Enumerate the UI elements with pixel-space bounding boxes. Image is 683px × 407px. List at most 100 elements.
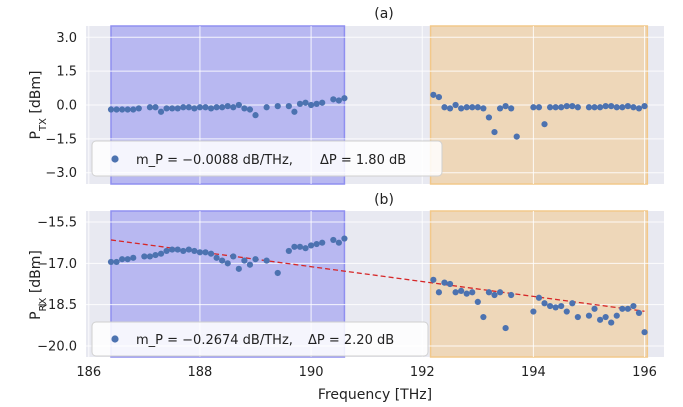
data-point xyxy=(235,265,242,272)
data-point xyxy=(152,104,159,111)
data-point xyxy=(330,236,337,244)
data-point xyxy=(480,313,487,321)
panel-a-title: (a) xyxy=(374,6,394,22)
data-point xyxy=(341,95,348,102)
data-point xyxy=(119,106,126,113)
data-point xyxy=(491,291,498,299)
x-axis-label: Frequency [THz] xyxy=(318,387,432,403)
data-point xyxy=(508,105,515,112)
y-tick-label: 3.0 xyxy=(56,31,77,46)
data-point xyxy=(591,104,598,111)
panel-a-series xyxy=(107,91,648,140)
data-point xyxy=(624,305,631,312)
data-point xyxy=(541,300,548,307)
data-point xyxy=(446,105,454,112)
x-tick-label: 192 xyxy=(410,365,435,380)
data-point xyxy=(458,105,465,112)
data-point xyxy=(530,308,537,315)
panel-a-y-axis-label: PTX [dBm] xyxy=(28,71,49,140)
data-point xyxy=(174,105,181,112)
data-point xyxy=(246,261,254,268)
data-point xyxy=(152,251,159,259)
data-point xyxy=(196,249,204,256)
x-tick-label: 194 xyxy=(521,365,546,380)
data-point xyxy=(641,103,648,110)
x-tick-label: 190 xyxy=(299,365,324,380)
data-point xyxy=(185,104,192,111)
data-point xyxy=(219,257,226,264)
data-point xyxy=(635,309,643,317)
data-point xyxy=(319,99,326,106)
data-point xyxy=(202,104,209,111)
data-point xyxy=(574,104,581,111)
data-point xyxy=(207,105,215,112)
data-point xyxy=(535,104,543,111)
data-point xyxy=(635,105,643,112)
data-point xyxy=(124,106,131,113)
data-point xyxy=(608,319,615,326)
data-point xyxy=(296,100,304,107)
data-point xyxy=(163,247,170,255)
x-tick-label: 196 xyxy=(632,365,657,380)
data-point xyxy=(274,103,281,110)
data-point xyxy=(119,256,126,263)
data-point xyxy=(458,287,465,294)
panel-b-legend-box xyxy=(91,321,429,357)
data-point xyxy=(235,101,242,109)
data-point xyxy=(241,257,248,264)
data-point xyxy=(191,247,198,255)
data-point xyxy=(558,104,565,111)
data-point xyxy=(124,256,131,263)
data-point xyxy=(602,313,609,321)
panel-a-legend-box xyxy=(91,140,443,177)
data-point xyxy=(446,280,454,288)
panel-b-legend-marker xyxy=(111,335,119,343)
data-point xyxy=(569,103,576,110)
panel-a-legend: m_P = −0.0088 dB/THz, ΔP = 1.80 dB xyxy=(91,140,443,177)
data-point xyxy=(319,239,326,246)
panel-a-legend-delta: ΔP = 1.80 dB xyxy=(320,153,406,168)
data-point xyxy=(135,105,142,112)
x-tick-label: 186 xyxy=(76,365,101,380)
data-point xyxy=(291,108,298,115)
panel-a-legend-marker xyxy=(111,155,119,163)
data-point xyxy=(291,243,298,250)
y-tick-label: 0.0 xyxy=(56,99,77,114)
y-tick-label: −17.0 xyxy=(37,257,77,272)
y-tick-label: −18.5 xyxy=(37,298,77,313)
y-tick-label: −15.5 xyxy=(37,216,77,231)
data-point xyxy=(207,250,215,257)
data-point xyxy=(146,253,154,260)
y-tick-label: −20.0 xyxy=(37,339,77,354)
panel-b-title: (b) xyxy=(374,192,394,208)
panel-b-y-ticks: −15.5 −17.0 −18.5 −20.0 xyxy=(37,216,77,355)
data-point xyxy=(241,105,248,112)
panel-a: (a) 3.0 1.5 0.0 −1.5 −3.0 PTX [dBm] m_P = −0… xyxy=(28,6,664,185)
data-point xyxy=(169,246,176,253)
data-point xyxy=(585,312,593,319)
data-point xyxy=(180,247,187,255)
data-point xyxy=(252,256,259,263)
panel-b-legend-slope: m_P = −0.2674 dB/THz, xyxy=(136,333,293,348)
data-point xyxy=(602,103,609,110)
data-point xyxy=(596,316,604,323)
data-point xyxy=(307,242,315,249)
data-point xyxy=(480,105,487,112)
data-point xyxy=(596,104,604,111)
data-point xyxy=(213,104,220,111)
data-point xyxy=(585,104,593,111)
data-point xyxy=(569,300,576,307)
data-point xyxy=(546,302,554,310)
data-point xyxy=(196,104,204,111)
data-point xyxy=(435,289,443,296)
data-point xyxy=(296,243,304,250)
data-point xyxy=(463,290,470,297)
panel-b-legend: m_P = −0.2674 dB/THz, ΔP = 2.20 dB xyxy=(91,321,429,357)
data-point xyxy=(441,279,448,286)
data-point xyxy=(563,103,570,110)
data-point xyxy=(563,308,570,315)
data-point xyxy=(130,106,137,113)
data-point xyxy=(452,289,459,296)
data-point xyxy=(174,246,181,253)
